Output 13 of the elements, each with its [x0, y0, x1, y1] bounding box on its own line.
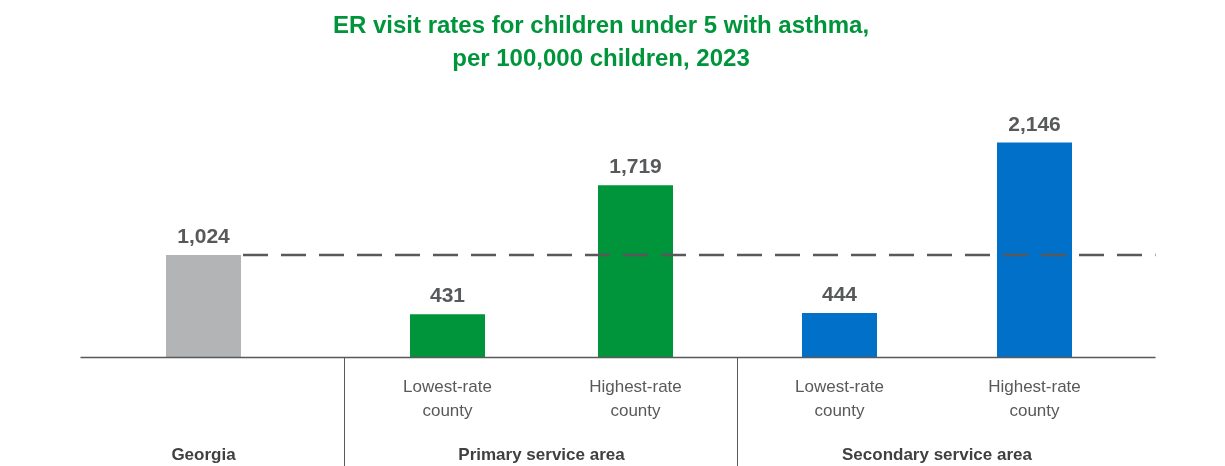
data-label: 2,146 — [1008, 111, 1061, 135]
x-tick-label: Lowest-rate county — [795, 377, 884, 420]
x-tick-label: Lowest-rate county — [403, 377, 492, 420]
text: Georgia — [171, 445, 237, 464]
x-tick-label: Highest-rate county — [589, 377, 682, 420]
data-label: 431 — [429, 283, 466, 307]
text: Secondary service area — [842, 445, 1033, 464]
text: Primary service area — [458, 445, 626, 464]
chart-title: ER visit rates for children under 5 with asthma, per 100,000 children, 2023 — [332, 11, 870, 71]
data-label: 444 — [821, 282, 858, 306]
data-label: 1,719 — [609, 154, 662, 178]
x-tick-label: Highest-rate county — [988, 377, 1081, 420]
data-label: 1,024 — [177, 223, 231, 247]
